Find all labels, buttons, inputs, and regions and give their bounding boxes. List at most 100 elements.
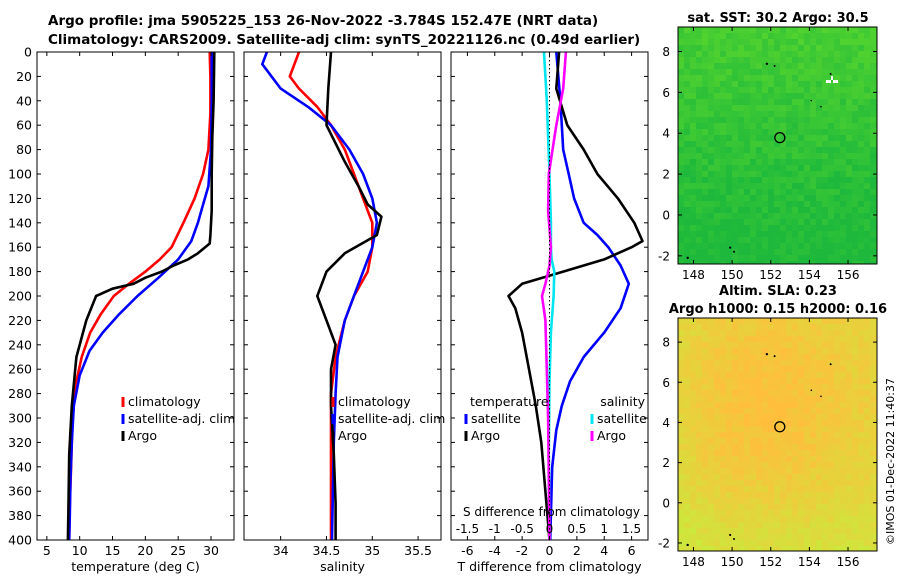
sla_map-cell: [690, 468, 697, 475]
sst_map-cell: [792, 219, 799, 226]
sst_map-cell: [732, 255, 739, 262]
sst_map-cell: [720, 219, 727, 226]
sla_map-cell: [774, 354, 781, 361]
sla_map-cell: [732, 528, 739, 535]
sst_map-cell: [708, 57, 715, 64]
sla_map-cell: [834, 468, 841, 475]
sla_map-cell: [720, 348, 727, 355]
sst_map-cell: [846, 57, 853, 64]
sla_map-cell: [774, 516, 781, 523]
sst_map-cell: [714, 147, 721, 154]
argo-position-marker: [774, 421, 786, 433]
sst_map-cell: [726, 249, 733, 256]
sla_map-cell: [828, 468, 835, 475]
sst_map-cell: [834, 177, 841, 184]
sst_map-cell: [840, 39, 847, 46]
sla_map-cell: [822, 366, 829, 373]
island-marker: [733, 250, 736, 253]
sla_map-cell: [792, 366, 799, 373]
sla_map-cell: [810, 462, 817, 469]
sst_map-cell: [738, 99, 745, 106]
sla_map-cell: [822, 480, 829, 487]
sst_map-cell: [780, 117, 787, 124]
sst_map-cell: [732, 159, 739, 166]
sla_map-cell: [684, 486, 691, 493]
sla_map-cell: [822, 414, 829, 421]
sst_map-cell: [834, 147, 841, 154]
sst_map-cell: [774, 249, 781, 256]
sst_map-cell: [798, 27, 805, 34]
sst_map-cell: [726, 171, 733, 178]
sla_map-cell: [810, 324, 817, 331]
sst_map-cell: [804, 153, 811, 160]
sla_map-cell: [810, 414, 817, 421]
temperature-plot-frame: [36, 51, 235, 541]
sst_map-cell: [738, 243, 745, 250]
sla_map-cell: [816, 420, 823, 427]
sst_map-cell: [762, 141, 769, 148]
sla_map-cell: [804, 450, 811, 457]
sst_map-cell: [858, 123, 865, 130]
sla_map-cell: [720, 318, 727, 325]
sst_map-cell: [834, 45, 841, 52]
sst_map-cell: [786, 225, 793, 232]
sla_map-cell: [684, 378, 691, 385]
sst_map-cell: [852, 255, 859, 262]
sla_map-cell: [792, 468, 799, 475]
sla_map-cell: [678, 372, 685, 379]
sst_map-cell: [678, 141, 685, 148]
sla_map-cell: [810, 480, 817, 487]
sst_map-cell: [840, 129, 847, 136]
sla_map-cell: [702, 324, 709, 331]
sst_map-cell: [732, 219, 739, 226]
sst_map-cell: [816, 99, 823, 106]
sst_map-cell: [834, 105, 841, 112]
sla_map-cell: [756, 498, 763, 505]
sla_map-cell: [834, 474, 841, 481]
sla_map-cell: [810, 450, 817, 457]
sla_map-cell: [846, 534, 853, 541]
sst_map-cell: [858, 177, 865, 184]
sst_map-cell: [780, 165, 787, 172]
sla_map-cell: [798, 378, 805, 385]
sla_map-cell: [816, 534, 823, 541]
sla_map-cell: [846, 402, 853, 409]
sla_map-cell: [756, 456, 763, 463]
sla_map-cell: [678, 360, 685, 367]
sst_map-cell: [780, 129, 787, 136]
sst_map-cell: [726, 75, 733, 82]
sla_map-cell: [768, 540, 775, 547]
salinity-legend-heading: salinity: [600, 394, 645, 409]
sst_map-cell: [774, 51, 781, 58]
sla_map-cell: [708, 426, 715, 433]
sla_map-cell: [834, 318, 841, 325]
sla_map-cell: [756, 480, 763, 487]
sla_map-cell: [732, 486, 739, 493]
sst_map-cell: [708, 129, 715, 136]
sla_map-cell: [702, 498, 709, 505]
sst_map-cell: [696, 147, 703, 154]
sst_map-cell: [768, 105, 775, 112]
sla_map-cell: [780, 432, 787, 439]
sst_map-cell: [708, 183, 715, 190]
sst_map-cell: [720, 105, 727, 112]
sla_map-cell: [828, 342, 835, 349]
sla_map-cell: [804, 522, 811, 529]
sla_map-cell: [702, 378, 709, 385]
sst_map-cell: [726, 261, 733, 264]
sst_map-cell: [690, 117, 697, 124]
sst_map-cell: [732, 249, 739, 256]
sla_map-cell: [732, 546, 739, 551]
sst_map-cell: [846, 183, 853, 190]
sla_map-cell: [780, 360, 787, 367]
sla_map-cell: [684, 330, 691, 337]
sla_map-cell: [786, 456, 793, 463]
sst_map-cell: [732, 129, 739, 136]
sst_map-cell: [702, 99, 709, 106]
sst_map-cell: [774, 93, 781, 100]
sla_map-cell: [816, 450, 823, 457]
sst_map-cell: [870, 261, 877, 264]
sst_map-cell: [840, 165, 847, 172]
sla_map-cell: [720, 402, 727, 409]
sst_map-cell: [852, 261, 859, 264]
